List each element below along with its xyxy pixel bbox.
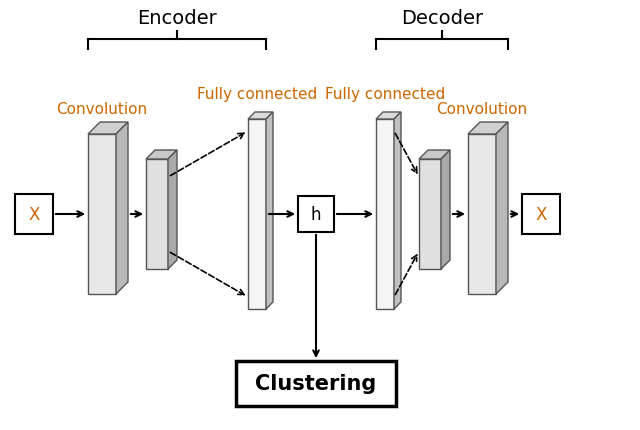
Text: Encoder: Encoder (137, 9, 217, 28)
Polygon shape (496, 123, 508, 294)
Polygon shape (468, 135, 496, 294)
FancyBboxPatch shape (522, 194, 560, 234)
Polygon shape (88, 123, 128, 135)
Polygon shape (419, 160, 441, 269)
Polygon shape (146, 160, 168, 269)
Text: Decoder: Decoder (401, 9, 483, 28)
Text: X: X (535, 206, 547, 224)
Polygon shape (394, 113, 401, 309)
Polygon shape (468, 123, 508, 135)
Polygon shape (88, 135, 116, 294)
Text: X: X (28, 206, 40, 224)
Polygon shape (376, 120, 394, 309)
Text: Convolution: Convolution (436, 102, 527, 117)
Text: h: h (311, 206, 321, 224)
Polygon shape (146, 150, 177, 160)
Text: Clustering: Clustering (255, 374, 376, 393)
Polygon shape (419, 150, 450, 160)
Polygon shape (376, 113, 401, 120)
Text: Convolution: Convolution (56, 102, 148, 117)
Polygon shape (266, 113, 273, 309)
Polygon shape (168, 150, 177, 269)
Polygon shape (116, 123, 128, 294)
Polygon shape (441, 150, 450, 269)
FancyBboxPatch shape (236, 361, 396, 406)
FancyBboxPatch shape (15, 194, 53, 234)
Polygon shape (248, 113, 273, 120)
Text: Fully connected: Fully connected (197, 87, 317, 102)
Text: Fully connected: Fully connected (325, 87, 445, 102)
Polygon shape (248, 120, 266, 309)
FancyBboxPatch shape (298, 197, 334, 233)
